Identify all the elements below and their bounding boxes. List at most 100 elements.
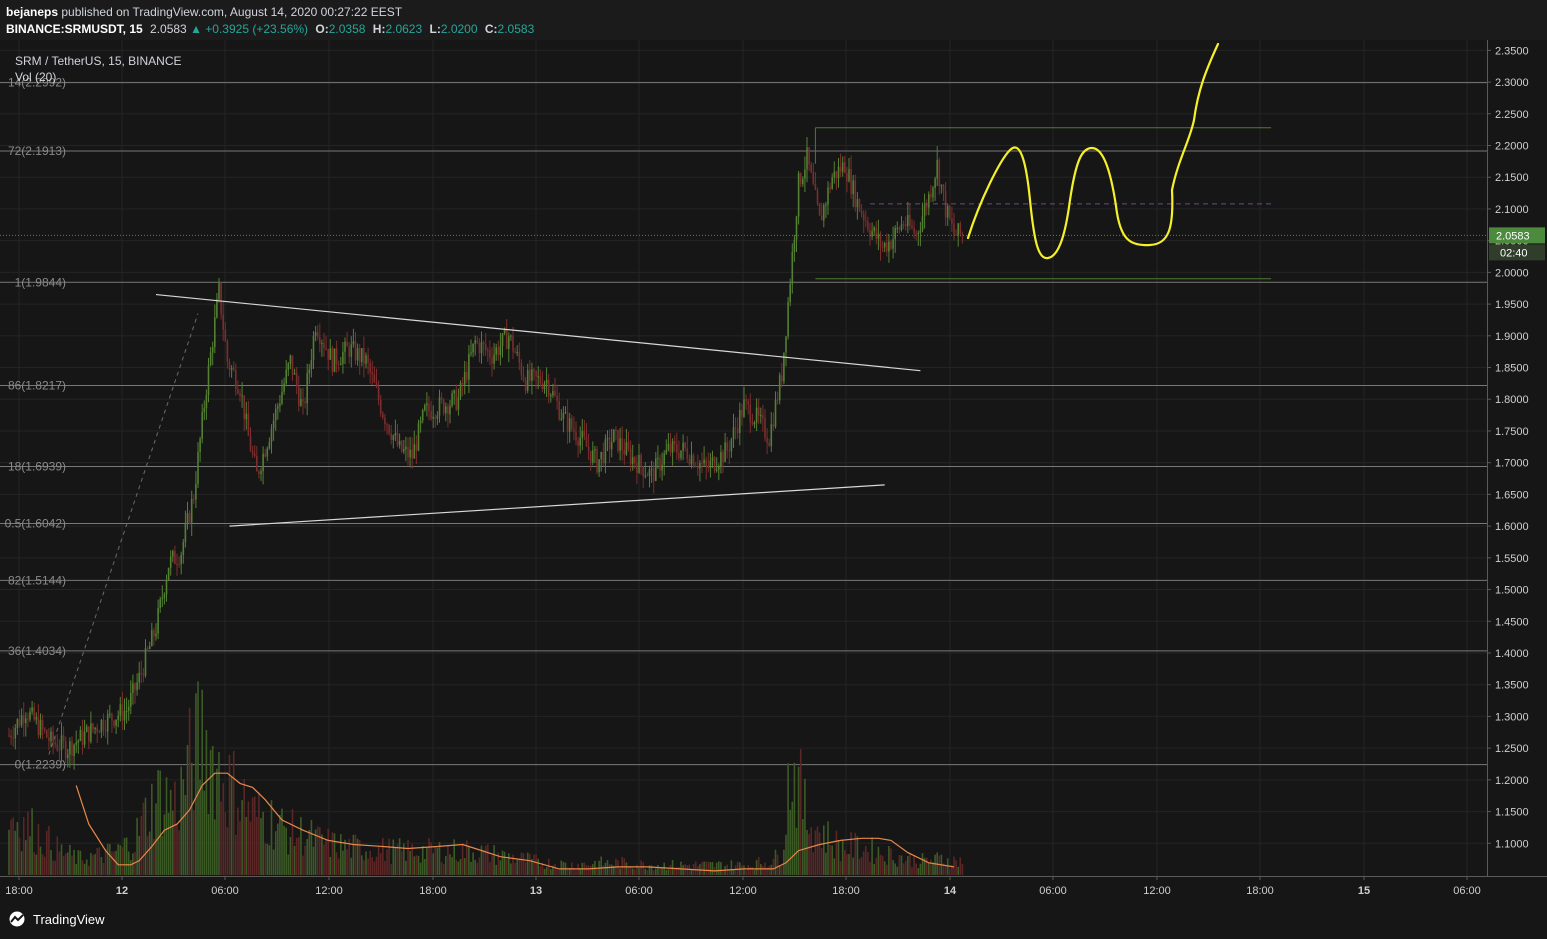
candle-body: [268, 442, 271, 449]
candle-body: [92, 723, 94, 730]
price-axis[interactable]: [1487, 40, 1547, 876]
volume-bar: [837, 840, 840, 875]
volume-bar: [146, 835, 149, 875]
volume-bar: [386, 849, 388, 875]
volume-bar: [10, 819, 12, 875]
volume-bar: [875, 857, 878, 875]
candle-body: [902, 224, 905, 226]
candle-body: [209, 352, 212, 366]
volume-bar: [697, 866, 699, 875]
volume-bar: [638, 868, 640, 875]
candle-body: [676, 444, 678, 453]
volume-bar: [932, 862, 934, 875]
volume-bar: [39, 846, 42, 875]
volume-bar: [652, 870, 655, 875]
volume-bar: [888, 845, 890, 875]
candle-body: [27, 718, 29, 720]
volume-bar: [812, 852, 815, 875]
candle-body: [925, 204, 928, 208]
candle-body: [205, 394, 208, 409]
trendline-lower[interactable]: [229, 484, 885, 527]
candle-body: [367, 355, 369, 363]
candle-body: [52, 731, 54, 743]
candle-body: [377, 386, 380, 400]
candle-body: [558, 401, 560, 420]
chart-drawings[interactable]: [0, 127, 1487, 755]
trendline-upper[interactable]: [155, 293, 921, 372]
candle-body: [583, 430, 586, 437]
candle-body: [753, 422, 756, 425]
time-tick-label: 12:00: [1143, 885, 1171, 897]
candle-body: [184, 523, 187, 543]
volume-bar: [434, 847, 437, 875]
candle-body: [81, 729, 84, 745]
candle-body: [957, 223, 959, 236]
candle-body: [12, 737, 14, 739]
candle-body: [96, 727, 98, 732]
volume-bar: [856, 836, 859, 875]
candle-body: [564, 412, 567, 414]
volume-indicator-label[interactable]: Vol (20): [15, 70, 57, 84]
candle-body: [33, 707, 35, 720]
author-name[interactable]: bejaneps: [6, 5, 59, 19]
volume-bar: [711, 862, 714, 875]
volume-bar: [79, 850, 82, 875]
volume-bar: [550, 869, 552, 875]
published-info: published on TradingView.com, August 14,…: [61, 5, 403, 19]
volume-bar: [787, 763, 789, 875]
volume-bar: [877, 846, 880, 875]
candle-body: [134, 683, 136, 691]
volume-bar: [396, 844, 399, 875]
candle-body: [358, 348, 361, 362]
candle-body: [770, 424, 773, 446]
handdrawn-annotation[interactable]: [966, 42, 1220, 260]
projection-dashed-line[interactable]: [48, 313, 199, 755]
volume-bar: [440, 862, 443, 875]
candle-body: [919, 230, 922, 233]
volume-bar: [804, 778, 806, 875]
volume-bar: [144, 797, 147, 875]
candle-body: [384, 417, 386, 425]
volume-bar: [487, 844, 489, 875]
candle-body: [197, 452, 199, 484]
volume-bar: [354, 834, 357, 875]
time-axis[interactable]: [0, 876, 1547, 903]
price-chart[interactable]: 14(2.2992) 72(2.1913) 1(1.9844) 86(1.8217) 1…: [0, 40, 1547, 903]
volume-bar: [917, 868, 920, 875]
candle-body: [823, 205, 825, 221]
candle-body: [657, 457, 659, 459]
last-price-tag-label: 2.0583: [1496, 230, 1530, 242]
candle-body: [260, 471, 262, 475]
candle-body: [148, 646, 151, 650]
candle-body: [22, 715, 25, 724]
volume-bar: [361, 855, 363, 875]
volume-bar: [526, 852, 529, 875]
candle-body: [930, 194, 932, 198]
candle-body: [692, 455, 695, 467]
volume-bar: [321, 834, 323, 875]
candle-body: [449, 405, 451, 415]
volume-bar: [848, 854, 850, 875]
volume-bar: [258, 792, 260, 875]
candle-body: [430, 410, 432, 419]
volume-bar: [718, 861, 720, 875]
volume-bar: [961, 864, 964, 875]
fibonacci-retracement[interactable]: 14(2.2992) 72(2.1913) 1(1.9844) 86(1.8217) 1…: [0, 76, 1487, 772]
candle-body: [495, 347, 497, 355]
candle-body: [661, 464, 663, 471]
candle-body: [734, 427, 737, 429]
price-tick-label: 2.2000: [1495, 140, 1529, 152]
candle-body: [35, 717, 38, 720]
volume-bar: [909, 853, 911, 875]
candle-body: [636, 463, 638, 473]
projection-scribble[interactable]: [966, 42, 1220, 260]
volume-bar: [707, 861, 710, 875]
candle-body: [736, 428, 739, 433]
candle-body: [917, 232, 920, 234]
volume-bar: [235, 834, 237, 875]
volume-bar: [799, 749, 802, 875]
candle-body: [760, 415, 762, 417]
volume-bar: [369, 850, 371, 875]
candle-body: [468, 354, 470, 380]
series-title: SRM / TetherUS, 15, BINANCE: [15, 54, 182, 68]
